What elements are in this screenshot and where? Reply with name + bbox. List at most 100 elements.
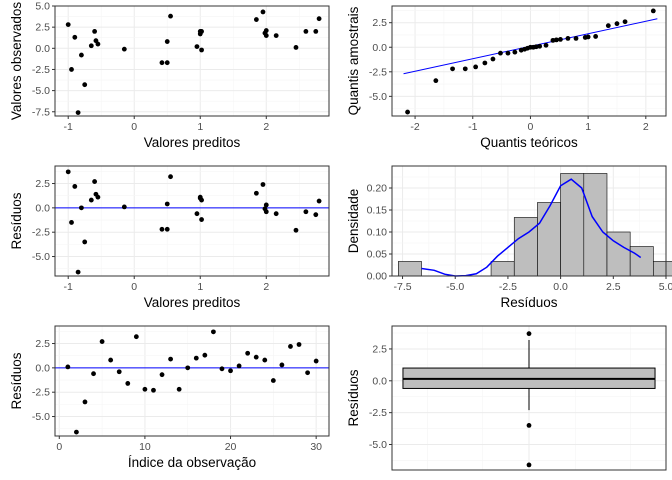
x-axis-title: Valores preditos (144, 135, 241, 150)
y-tick-label: -2.5 (369, 407, 387, 419)
data-point (199, 47, 204, 53)
y-tick-label: 0.0 (35, 362, 50, 374)
data-point (316, 198, 322, 204)
data-point (69, 220, 74, 225)
data-point (159, 60, 165, 66)
y-tick-label: -2.5 (32, 64, 50, 76)
y-tick-label: 0.05 (367, 249, 388, 261)
y-tick-label: -7.5 (32, 106, 50, 118)
data-point (65, 364, 71, 370)
x-tick-label: -1 (468, 121, 477, 133)
data-point (193, 355, 199, 361)
histogram-bar (653, 261, 672, 277)
data-point (168, 174, 173, 180)
plot-background (392, 6, 666, 116)
x-tick-label: 0 (56, 441, 62, 453)
y-tick-label: -5.0 (32, 85, 50, 97)
data-point (168, 356, 173, 362)
y-tick-label: 0.20 (367, 183, 388, 195)
y-tick-label: -5.0 (32, 251, 50, 263)
y-tick-label: -5.0 (369, 91, 387, 103)
data-point (125, 381, 131, 386)
y-tick-label: 2.5 (35, 338, 50, 350)
data-point (75, 110, 81, 116)
x-tick-label: 1 (197, 121, 203, 133)
data-point (585, 34, 591, 40)
y-tick-label: -2.5 (32, 227, 50, 239)
x-tick-label: 20 (225, 441, 237, 453)
data-point (92, 28, 98, 34)
data-point (573, 36, 579, 41)
data-point (121, 204, 127, 210)
y-tick-label: 2.5 (372, 343, 387, 355)
data-point (614, 21, 620, 27)
data-point (79, 205, 84, 211)
data-point (512, 49, 518, 55)
data-point (260, 9, 266, 15)
panel-border (54, 165, 330, 277)
data-point (482, 60, 488, 66)
y-tick-label: -5.0 (369, 439, 387, 451)
data-point (273, 33, 279, 39)
data-point (65, 22, 71, 28)
data-point (151, 387, 156, 393)
x-tick-label: 1 (197, 281, 203, 293)
data-point (228, 368, 233, 374)
y-tick-label: 5.0 (35, 1, 50, 13)
data-point (142, 386, 148, 392)
x-tick-label: 2.5 (606, 281, 621, 293)
data-point (194, 44, 200, 50)
outlier-point (526, 462, 532, 468)
y-tick-label: -2.5 (369, 66, 387, 78)
data-point (473, 64, 479, 70)
data-point (490, 56, 496, 62)
data-point (199, 28, 204, 34)
data-point (194, 211, 200, 217)
data-point (79, 52, 84, 58)
data-point (199, 217, 204, 222)
y-tick-label: 0.0 (372, 375, 387, 387)
data-point (263, 202, 269, 208)
x-tick-label: -5.0 (446, 281, 464, 293)
outlier-point (526, 331, 532, 337)
panel-p6: -5.0 -2.5 0.0 2.5 Resíduos (346, 325, 667, 471)
data-point (622, 19, 628, 25)
x-axis-title: Quantis teóricos (480, 135, 578, 150)
data-point (528, 44, 533, 50)
x-axis-title: Resíduos (500, 295, 557, 310)
data-point (164, 201, 170, 207)
x-axis-title: Índice da observação (128, 455, 256, 470)
y-tick-label: 2.5 (35, 178, 50, 190)
x-tick-label: 0.0 (553, 281, 568, 293)
data-point (303, 209, 309, 215)
data-point (270, 378, 276, 383)
x-tick-label: -1 (64, 121, 73, 133)
data-point (433, 78, 439, 84)
y-axis-title: Resíduos (346, 369, 361, 426)
data-point (253, 354, 259, 360)
data-point (543, 42, 549, 48)
data-point (498, 50, 503, 56)
data-point (293, 227, 299, 233)
data-point (273, 211, 279, 217)
data-point (211, 329, 216, 335)
x-tick-label: 0 (131, 281, 137, 293)
data-point (554, 37, 559, 43)
data-point (74, 429, 79, 435)
data-point (82, 82, 88, 88)
data-point (82, 399, 88, 405)
x-tick-label: -2 (410, 121, 419, 133)
histogram-bar (490, 261, 515, 277)
data-point (262, 357, 268, 363)
y-axis-title: Resíduos (9, 192, 24, 249)
y-tick-label: 2.5 (35, 22, 50, 34)
data-point (650, 8, 656, 14)
data-point (263, 33, 269, 39)
x-tick-label: 2 (263, 281, 269, 293)
data-point (305, 370, 310, 376)
y-axis-title: Quantis amostrais (346, 6, 361, 115)
data-point (121, 46, 127, 52)
y-tick-label: 2.5 (372, 17, 387, 29)
data-point (450, 66, 455, 72)
